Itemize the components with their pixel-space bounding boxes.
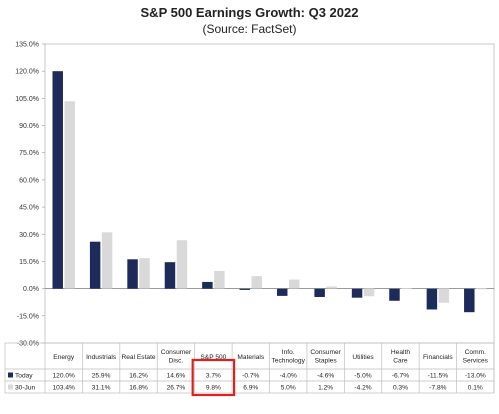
- data-label: -4.6%: [317, 373, 334, 380]
- y-tick-label: 135.0%: [15, 42, 39, 49]
- bar-today-financials: [426, 288, 438, 310]
- bar-today-comm-services: [464, 288, 475, 313]
- bar-30-jun-comm-services: [476, 288, 487, 290]
- data-label: 1.2%: [318, 385, 333, 392]
- data-label: 0.3%: [393, 385, 408, 392]
- data-label: -4.2%: [354, 385, 371, 392]
- y-tick-label: -15.0%: [17, 313, 39, 320]
- bar-today-utilities: [351, 288, 363, 298]
- data-label: -5.0%: [354, 373, 371, 380]
- category-label: Financials: [423, 354, 453, 361]
- category-label: S&P 500: [200, 354, 226, 361]
- category-label: Services: [463, 358, 489, 365]
- category-label: Real Estate: [121, 354, 155, 361]
- bar-30-jun-financials: [438, 288, 450, 303]
- data-label: -0.7%: [242, 373, 259, 380]
- y-tick-label: 30.0%: [19, 232, 39, 239]
- sp500-highlight-box: [191, 358, 236, 397]
- data-label: 26.7%: [167, 385, 186, 392]
- y-tick-label: 0.0%: [23, 286, 39, 293]
- bar-30-jun-health-care: [401, 288, 412, 289]
- legend-key-today: [8, 372, 13, 378]
- legend-key-30-jun: [8, 384, 13, 390]
- data-label: -6.7%: [392, 373, 409, 380]
- data-label: 31.1%: [92, 385, 111, 392]
- data-label: 16.2%: [129, 373, 148, 380]
- category-label: Info.: [282, 349, 295, 356]
- y-tick-label: 120.0%: [15, 69, 39, 76]
- bar-today-info-technology: [276, 288, 288, 296]
- category-label: Health: [391, 349, 410, 356]
- data-label: 16.8%: [129, 385, 148, 392]
- data-label: 5.0%: [281, 385, 296, 392]
- bar-today-real-estate: [127, 259, 138, 289]
- bar-today-energy: [52, 71, 63, 289]
- data-label: -11.5%: [428, 373, 449, 380]
- plot-area: -30.0% -15.0% 0.0% 15.0% 30.0% 45.0% 60.0% 75.0…: [4, 42, 495, 397]
- data-label: 0.1%: [468, 385, 483, 392]
- bar-30-jun-materials: [251, 276, 263, 289]
- data-label: 3.7%: [206, 373, 221, 380]
- legend-label: 30-Jun: [15, 385, 35, 392]
- y-tick-label: 75.0%: [19, 150, 39, 157]
- y-tick-label: 45.0%: [19, 205, 39, 212]
- bar-30-jun-energy: [64, 101, 75, 289]
- data-label: 120.0%: [53, 373, 76, 380]
- data-label: -13.0%: [465, 373, 486, 380]
- chart-title: S&P 500 Earnings Growth: Q3 2022: [141, 5, 359, 20]
- bar-today-health-care: [389, 288, 400, 301]
- bar-30-jun-utilities: [363, 288, 375, 297]
- bar-today-consumer-disc-: [164, 262, 176, 289]
- y-tick-label: 90.0%: [19, 123, 39, 130]
- bar-30-jun-info-technology: [288, 279, 300, 289]
- data-label: 6.9%: [243, 385, 258, 392]
- bar-today-s-p-500: [202, 281, 213, 289]
- chart-subtitle: (Source: FactSet): [202, 22, 296, 36]
- data-label: -4.0%: [280, 373, 297, 380]
- category-label: Technology: [272, 358, 306, 365]
- bar-today-industrials: [89, 241, 101, 289]
- bar-today-consumer-staples: [314, 288, 325, 297]
- y-tick-label: 105.0%: [15, 96, 39, 103]
- legend-label: Today: [15, 373, 33, 380]
- category-label: Care: [393, 358, 408, 365]
- y-tick-label: 15.0%: [19, 259, 39, 266]
- y-tick-label: 60.0%: [19, 177, 39, 184]
- y-tick-label: -30.0%: [17, 341, 39, 348]
- category-label: Materials: [237, 354, 264, 361]
- category-label: Staples: [315, 358, 338, 365]
- data-label: 14.6%: [167, 373, 186, 380]
- data-label: 103.4%: [53, 385, 76, 392]
- category-label: Energy: [53, 354, 75, 361]
- bar-30-jun-s-p-500: [214, 270, 225, 289]
- category-label: Industrials: [86, 354, 117, 361]
- category-label: Consumer: [310, 349, 341, 356]
- category-label: Comm.: [465, 349, 486, 356]
- bar-today-materials: [239, 288, 251, 290]
- category-label: Utilities: [352, 354, 374, 361]
- data-label: 9.8%: [206, 385, 221, 392]
- bar-30-jun-real-estate: [139, 258, 150, 289]
- category-label: Consumer: [161, 349, 192, 356]
- bar-30-jun-consumer-disc-: [176, 240, 188, 289]
- bar-30-jun-consumer-staples: [326, 286, 337, 289]
- category-label: Disc.: [169, 358, 184, 365]
- data-label: -7.8%: [429, 385, 446, 392]
- data-label: 25.9%: [92, 373, 111, 380]
- bar-30-jun-industrials: [101, 232, 113, 289]
